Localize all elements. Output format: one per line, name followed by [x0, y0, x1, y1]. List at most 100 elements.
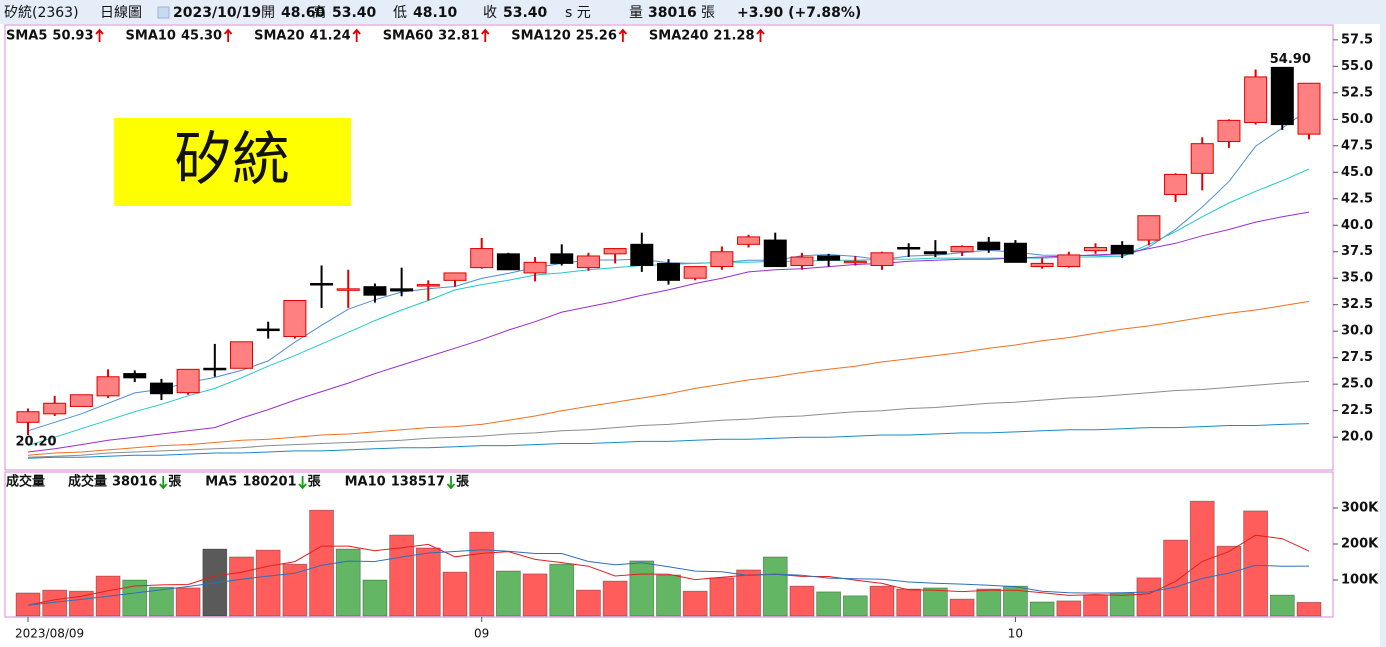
moving-average-line [27, 380, 1310, 458]
volume-bar [362, 579, 388, 617]
volume-bar [789, 585, 815, 617]
volume-bar [469, 531, 495, 617]
trend-arrow [298, 476, 307, 490]
candle-body [603, 248, 627, 255]
volume-bar [282, 563, 308, 617]
candle-body [496, 253, 520, 271]
header-currency: s 元 [565, 5, 591, 21]
volume-bar [842, 595, 868, 617]
candle-body [523, 261, 547, 274]
volume-bar [1083, 594, 1108, 617]
header-low: 48.10 [413, 5, 458, 21]
volume-bar [922, 587, 948, 617]
candle-body [203, 367, 227, 371]
volume-bar [335, 548, 361, 617]
legend-unit: 張 [168, 475, 182, 490]
header-close-label: 收 [483, 5, 497, 21]
candle-body [1164, 173, 1188, 196]
moving-average-line [27, 549, 1310, 606]
volume-bar [1136, 577, 1162, 617]
price-annotation: 20.20 [15, 435, 56, 450]
trend-arrow [159, 476, 168, 490]
volume-bar [949, 598, 975, 617]
y-tick-label: 42.5 [1341, 191, 1373, 206]
y-tick-label: 57.5 [1341, 32, 1373, 47]
header-name: 矽統(2363) [4, 5, 79, 21]
volume-bar [576, 589, 601, 617]
period-icon [157, 6, 170, 19]
candle-body [390, 288, 414, 292]
candle-body [977, 241, 1001, 251]
header-high-label: 高 [312, 4, 326, 21]
volume-bar [1243, 510, 1269, 617]
moving-average-line [27, 211, 1310, 453]
candle-body [710, 251, 734, 268]
header-change: +3.90 (+7.88%) [737, 5, 861, 21]
trend-arrow [223, 28, 233, 42]
y-tick-label: 37.5 [1341, 244, 1373, 259]
trend-arrow [618, 28, 628, 42]
y-tick-label: 47.5 [1341, 138, 1373, 153]
header-open-label: 開 [261, 5, 275, 21]
y-tick-label: 22.5 [1341, 403, 1373, 418]
volume-bar [68, 590, 94, 617]
candle-body [470, 248, 494, 269]
legend-unit: 張 [456, 475, 470, 490]
stamp-text: 矽統 [174, 125, 290, 193]
candle-body [737, 236, 761, 245]
y-tick-label: 50.0 [1341, 112, 1373, 127]
y-tick-label: 25.0 [1341, 377, 1373, 392]
candle-body [443, 272, 467, 281]
y-tick-label: 40.0 [1341, 218, 1373, 233]
candle-body [550, 253, 574, 264]
candle-body [310, 283, 334, 286]
volume-bar [976, 588, 1002, 617]
candle-body [69, 394, 93, 407]
legend-value: 21.28 [713, 29, 754, 44]
candle-body [96, 376, 120, 397]
volume-bar [1056, 600, 1082, 617]
price-annotation: 54.90 [1270, 52, 1311, 67]
candle-body [843, 260, 867, 264]
volume-bar [1029, 601, 1055, 617]
y-tick-label: 100K [1341, 573, 1379, 588]
legend-name: SMA20 [254, 29, 304, 44]
price-panel [4, 24, 1334, 471]
volume-bar [1216, 545, 1242, 617]
legend-value: 25.26 [576, 29, 617, 44]
legend-value: 41.24 [310, 29, 351, 44]
x-tick-label: 2023/08/09 [15, 627, 84, 641]
header-close: 53.40 [503, 5, 548, 21]
y-tick-label: 32.5 [1341, 297, 1373, 312]
candle-body [43, 402, 67, 415]
candle-body [149, 382, 173, 395]
candle-body [1110, 244, 1134, 255]
candle-body [817, 255, 841, 261]
candle-body [283, 299, 307, 338]
candle-body [1190, 143, 1214, 174]
candle-body [1297, 82, 1321, 135]
y-tick-label: 55.0 [1341, 59, 1373, 74]
y-tick-label: 27.5 [1341, 350, 1373, 365]
volume-bar [522, 573, 548, 617]
moving-average-line [27, 534, 1310, 606]
y-tick-label: 200K [1341, 537, 1379, 552]
legend-value: 45.30 [181, 29, 222, 44]
volume-bar [1109, 592, 1135, 617]
legend-name: 成交量 [68, 474, 107, 490]
header-low-label: 低 [393, 5, 407, 21]
legend-name: SMA10 [126, 29, 176, 44]
volume-title: 成交量 [6, 474, 45, 490]
candle-body [176, 368, 200, 394]
volume-bar [602, 580, 628, 617]
candle-body [630, 243, 654, 267]
trend-arrow [446, 476, 456, 490]
trend-arrow [481, 28, 490, 42]
candle-body [950, 245, 974, 253]
legend-value: 50.93 [52, 29, 93, 44]
candle-body [336, 288, 360, 291]
candle-body [576, 255, 600, 269]
legend-value: 138517 [391, 475, 445, 490]
